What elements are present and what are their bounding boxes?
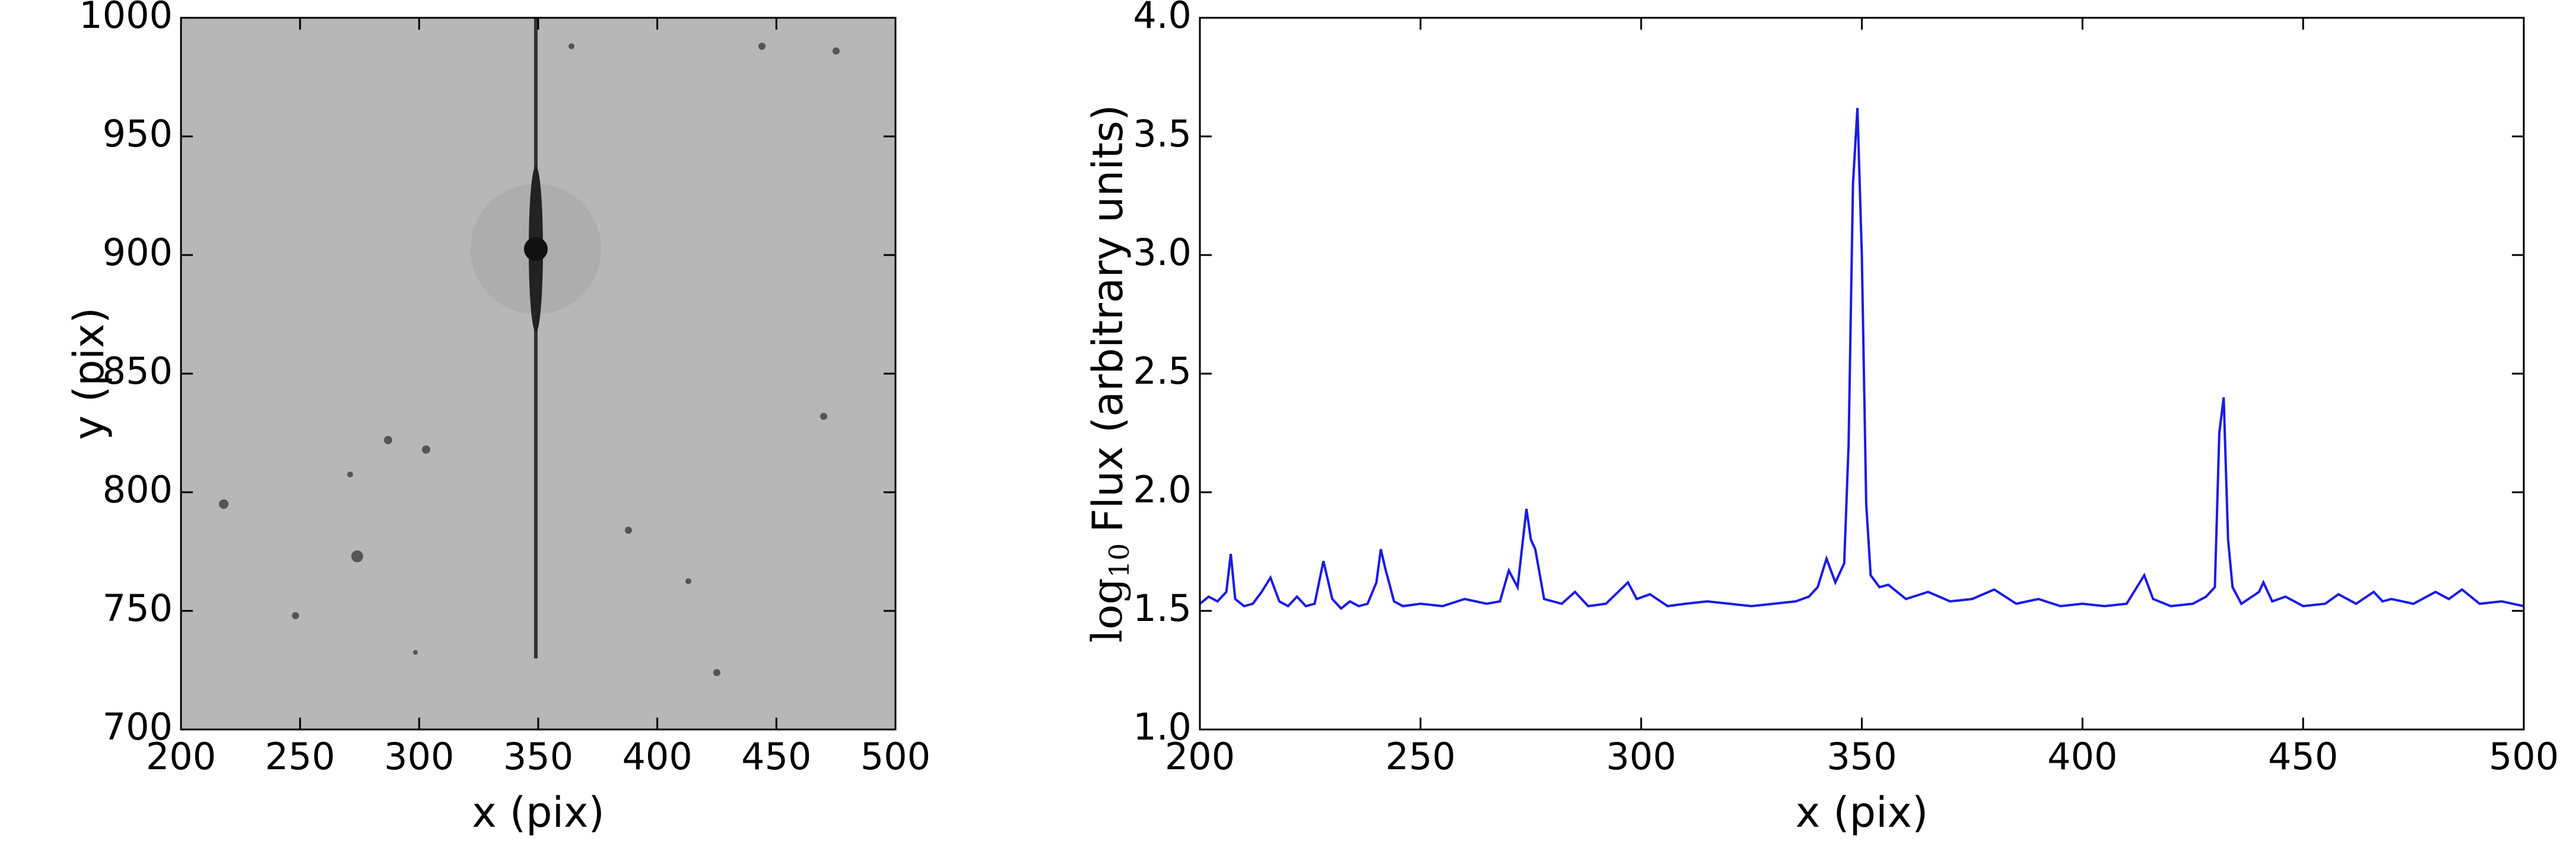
- y-tick-label: 900: [103, 231, 173, 274]
- x-tick-label: 400: [622, 735, 692, 778]
- x-tick-label: 450: [741, 735, 811, 778]
- x-axis-label: x (pix): [1796, 788, 1929, 837]
- stars: [219, 43, 840, 676]
- x-tick-label: 350: [503, 735, 573, 778]
- x-tick-label: 200: [1165, 735, 1235, 778]
- x-tick-label: 200: [146, 735, 216, 778]
- x-tick-label: 250: [1386, 735, 1456, 778]
- x-tick-label: 400: [2047, 735, 2117, 778]
- image-background: [181, 18, 895, 729]
- x-tick-label: 500: [860, 735, 930, 778]
- y-tick-label: 700: [103, 705, 173, 748]
- x-tick-label: 250: [265, 735, 335, 778]
- image-panel: [181, 18, 895, 729]
- x-axis-label: x (pix): [472, 788, 605, 837]
- y-tick-label: 4.0: [1133, 0, 1192, 37]
- y-tick-label: 750: [103, 587, 173, 630]
- x-tick-label: 500: [2489, 735, 2559, 778]
- x-tick-label: 450: [2268, 735, 2338, 778]
- y-label-log: log: [1083, 578, 1132, 642]
- y-tick-label: 800: [103, 468, 173, 511]
- x-tick-label: 300: [384, 735, 454, 778]
- flux-line: [1199, 107, 2524, 610]
- y-label-subscript: 10: [1103, 543, 1135, 578]
- y-tick-label: 1.0: [1133, 705, 1192, 748]
- y-tick-label: 950: [103, 112, 173, 155]
- y-tick-label: 850: [103, 349, 173, 393]
- y-tick-label: 1.5: [1133, 587, 1192, 630]
- y-tick-label: 3.5: [1133, 112, 1192, 155]
- y-axis-label: log10 Flux (arbitrary units): [1083, 104, 1135, 643]
- y-tick-label: 2.0: [1133, 468, 1192, 511]
- y-tick-label: 3.0: [1133, 231, 1192, 274]
- axes-frame: [1199, 17, 2525, 731]
- bright-star: [524, 237, 548, 261]
- y-label-text: Flux (arbitrary units): [1084, 104, 1132, 533]
- x-tick-label: 300: [1606, 735, 1676, 778]
- y-axis-label: y (pix): [65, 307, 113, 440]
- x-tick-label: 350: [1827, 735, 1897, 778]
- y-tick-label: 2.5: [1133, 349, 1192, 393]
- y-tick-label: 1000: [79, 0, 173, 37]
